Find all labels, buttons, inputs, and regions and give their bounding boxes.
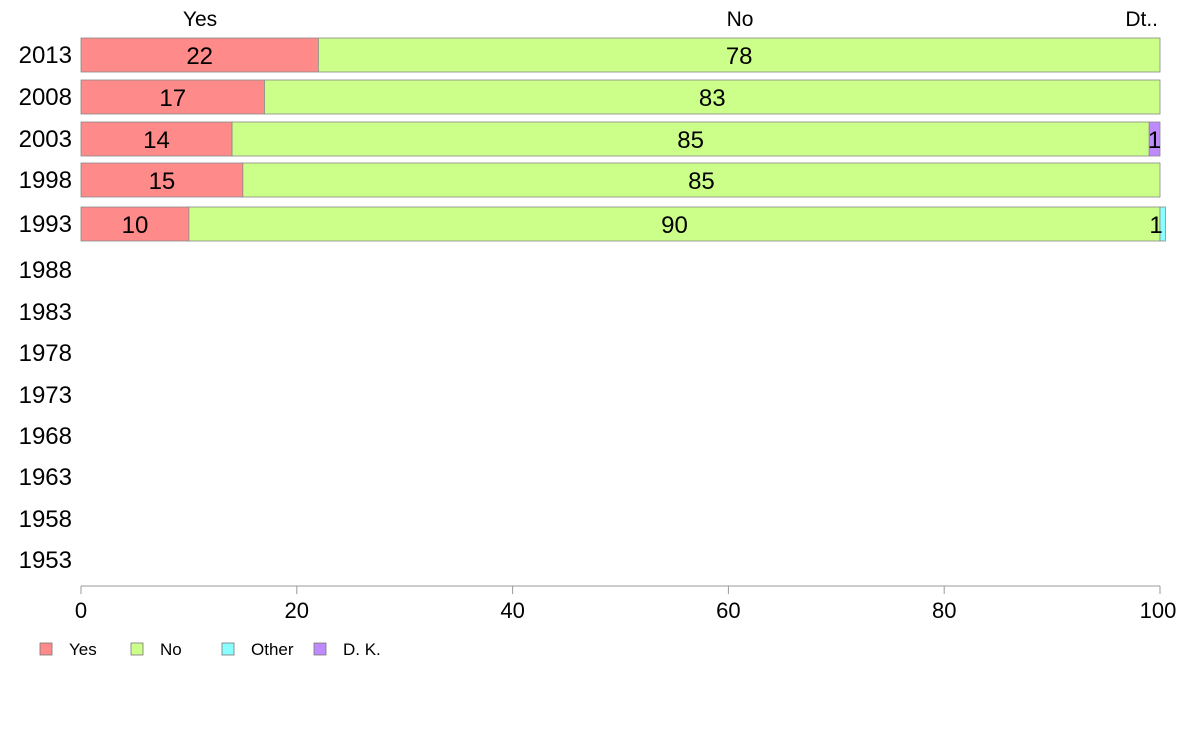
bar-2003-no bbox=[231, 121, 1150, 157]
year-label-2013: 2013 bbox=[19, 42, 72, 69]
bar-label-2003-yes: 14 bbox=[143, 127, 170, 154]
column-header-2: Dt.. bbox=[1125, 8, 1158, 31]
bar-label-1993-yes: 10 bbox=[122, 212, 149, 239]
year-labels: 2013 2008 2003 1998 1993 1988 1983 1978 1973 1968… bbox=[19, 42, 72, 574]
year-label-2003: 2003 bbox=[19, 126, 72, 153]
x-tick-label-40: 40 bbox=[500, 598, 524, 623]
column-header-0: Yes bbox=[183, 8, 217, 31]
year-label-1968: 1968 bbox=[19, 423, 72, 450]
bar-1998-yes bbox=[80, 162, 244, 198]
year-label-1978: 1978 bbox=[19, 340, 72, 367]
bar-1993-yes bbox=[80, 206, 190, 242]
column-headers: Yes No Dt.. bbox=[183, 8, 1158, 31]
legend-swatch-yes bbox=[39, 642, 53, 656]
x-tick-label-100: 100 bbox=[1140, 598, 1177, 623]
legend: Yes No Other D. K. bbox=[39, 640, 381, 659]
year-label-1963: 1963 bbox=[19, 464, 72, 491]
bar-2008-no bbox=[264, 79, 1161, 115]
bar-2008-yes bbox=[80, 79, 265, 115]
year-label-1958: 1958 bbox=[19, 506, 72, 533]
year-label-1993: 1993 bbox=[19, 211, 72, 238]
year-label-1998: 1998 bbox=[19, 167, 72, 194]
bar-label-1993-no: 90 bbox=[661, 212, 688, 239]
bar-label-2003-no: 85 bbox=[677, 127, 704, 154]
year-label-1973: 1973 bbox=[19, 382, 72, 409]
legend-swatch-no bbox=[130, 642, 144, 656]
x-tick-label-80: 80 bbox=[932, 598, 956, 623]
bar-2003-dk bbox=[1148, 121, 1161, 157]
year-label-2008: 2008 bbox=[19, 84, 72, 111]
bar-label-1998-yes: 15 bbox=[149, 168, 176, 195]
bars: 22 78 17 83 14 85 1 15 85 10 90 1 bbox=[80, 37, 1166, 242]
legend-label-yes: Yes bbox=[69, 640, 97, 659]
bar-label-2013-no: 78 bbox=[726, 43, 753, 70]
x-tick-label-60: 60 bbox=[716, 598, 740, 623]
legend-label-dk: D. K. bbox=[343, 640, 381, 659]
bar-label-1993-other: 1 bbox=[1149, 212, 1162, 239]
bar-label-2008-yes: 17 bbox=[159, 85, 186, 112]
bar-label-2008-no: 83 bbox=[699, 85, 726, 112]
x-tick-label-0: 0 bbox=[75, 598, 87, 623]
year-label-1953: 1953 bbox=[19, 547, 72, 574]
bar-label-2003-dk: 1 bbox=[1148, 127, 1161, 154]
bar-2013-yes bbox=[80, 37, 319, 73]
bar-label-1998-no: 85 bbox=[688, 168, 715, 195]
bar-2013-no bbox=[317, 37, 1161, 73]
bar-1993-other bbox=[1159, 206, 1166, 242]
legend-swatch-dk bbox=[313, 642, 327, 656]
year-label-1988: 1988 bbox=[19, 257, 72, 284]
x-tick-label-20: 20 bbox=[285, 598, 309, 623]
x-axis: 0 20 40 60 80 100 bbox=[75, 585, 1177, 623]
bar-1998-no bbox=[242, 162, 1161, 198]
legend-swatch-other bbox=[221, 642, 235, 656]
column-header-1: No bbox=[727, 8, 754, 31]
bar-1993-no bbox=[188, 206, 1161, 242]
bar-2003-yes bbox=[80, 121, 233, 157]
bar-label-2013-yes: 22 bbox=[186, 43, 213, 70]
year-label-1983: 1983 bbox=[19, 299, 72, 326]
legend-label-other: Other bbox=[251, 640, 294, 659]
legend-label-no: No bbox=[160, 640, 182, 659]
